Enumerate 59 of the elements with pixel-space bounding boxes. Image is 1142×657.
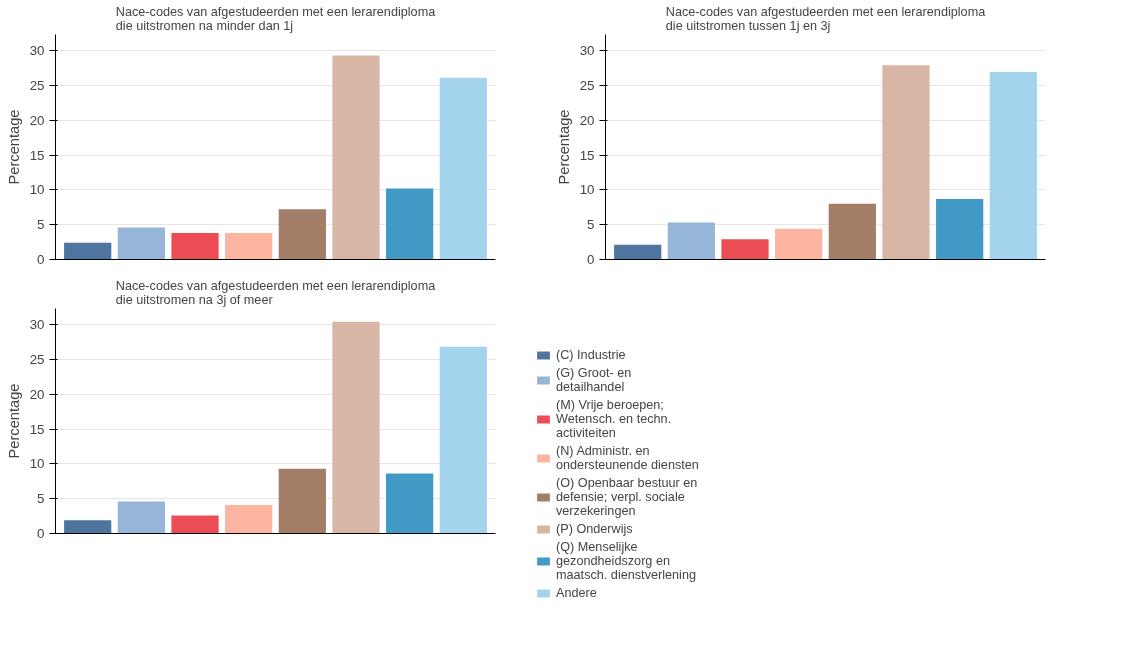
bar [439,346,487,534]
bar [386,473,434,534]
y-tick-label: 20 [29,386,45,402]
y-axis-title: Percentage [5,383,22,459]
bar [225,504,273,534]
bar [171,233,219,260]
y-tick-label: 10 [579,182,595,198]
legend-label: (N) Administr. en ondersteunende diensten [556,444,699,472]
bar [278,209,326,260]
bar [386,188,434,260]
y-tick-label: 10 [29,182,45,198]
y-axis-title: Percentage [5,109,22,185]
y-axis-title: Percentage [555,109,572,185]
y-tick-label: 10 [29,456,45,472]
legend-label: (P) Onderwijs [556,522,633,536]
bar [117,227,165,260]
legend-label: Andere [556,586,597,600]
bar [64,520,112,534]
y-tick-label: 20 [29,112,45,128]
y-tick-label: 30 [579,43,595,59]
bar [225,233,273,260]
y-tick-label: 20 [579,112,595,128]
bar [171,515,219,534]
y-tick-label: 25 [29,351,45,367]
bar [721,239,769,260]
bar [439,77,487,260]
legend-label: (M) Vrije beroepen; Wetensch. en techn. activiteiten [556,398,672,440]
y-tick-label: 0 [37,252,45,267]
y-tick-label: 25 [29,77,45,93]
bar [278,468,326,534]
y-tick-label: 0 [37,526,45,541]
bar [332,321,380,534]
legend-label: (G) Groot- en detailhandel [556,366,632,394]
bar [828,203,876,260]
y-tick-label: 30 [29,317,45,333]
y-tick-label: 30 [29,43,45,59]
y-tick-label: 15 [29,147,45,163]
bar [882,65,930,260]
chart-title: Nace-codes van afgestudeerden met een lerarendiploma die uitstromen na minder dan 1j [115,4,437,33]
chart-title: Nace-codes van afgestudeerden met een lerarendiploma die uitstromen tussen 1j en 3j [665,4,987,33]
bar [117,501,165,534]
legend-label: (C) Industrie [556,348,626,362]
bar [64,242,112,260]
bar [614,244,662,260]
bar [936,198,984,260]
y-tick-label: 5 [37,491,45,507]
bar [667,222,715,260]
y-tick-label: 5 [37,217,45,233]
chart-title: Nace-codes van afgestudeerden met een lerarendiploma die uitstromen na 3j of meer [115,278,437,307]
legend-label: (O) Openbaar bestuur en defensie; verpl. sociale verzekeringen [556,476,698,518]
bar [989,72,1037,260]
bar [332,55,380,260]
y-tick-label: 15 [579,147,595,163]
y-tick-label: 0 [587,252,595,267]
legend-label: (Q) Menselijke gezondheidszorg en maatsch. dienstverlening [556,540,696,582]
bar [775,228,823,260]
y-tick-label: 15 [29,421,45,437]
y-tick-label: 5 [587,217,595,233]
y-tick-label: 25 [579,77,595,93]
